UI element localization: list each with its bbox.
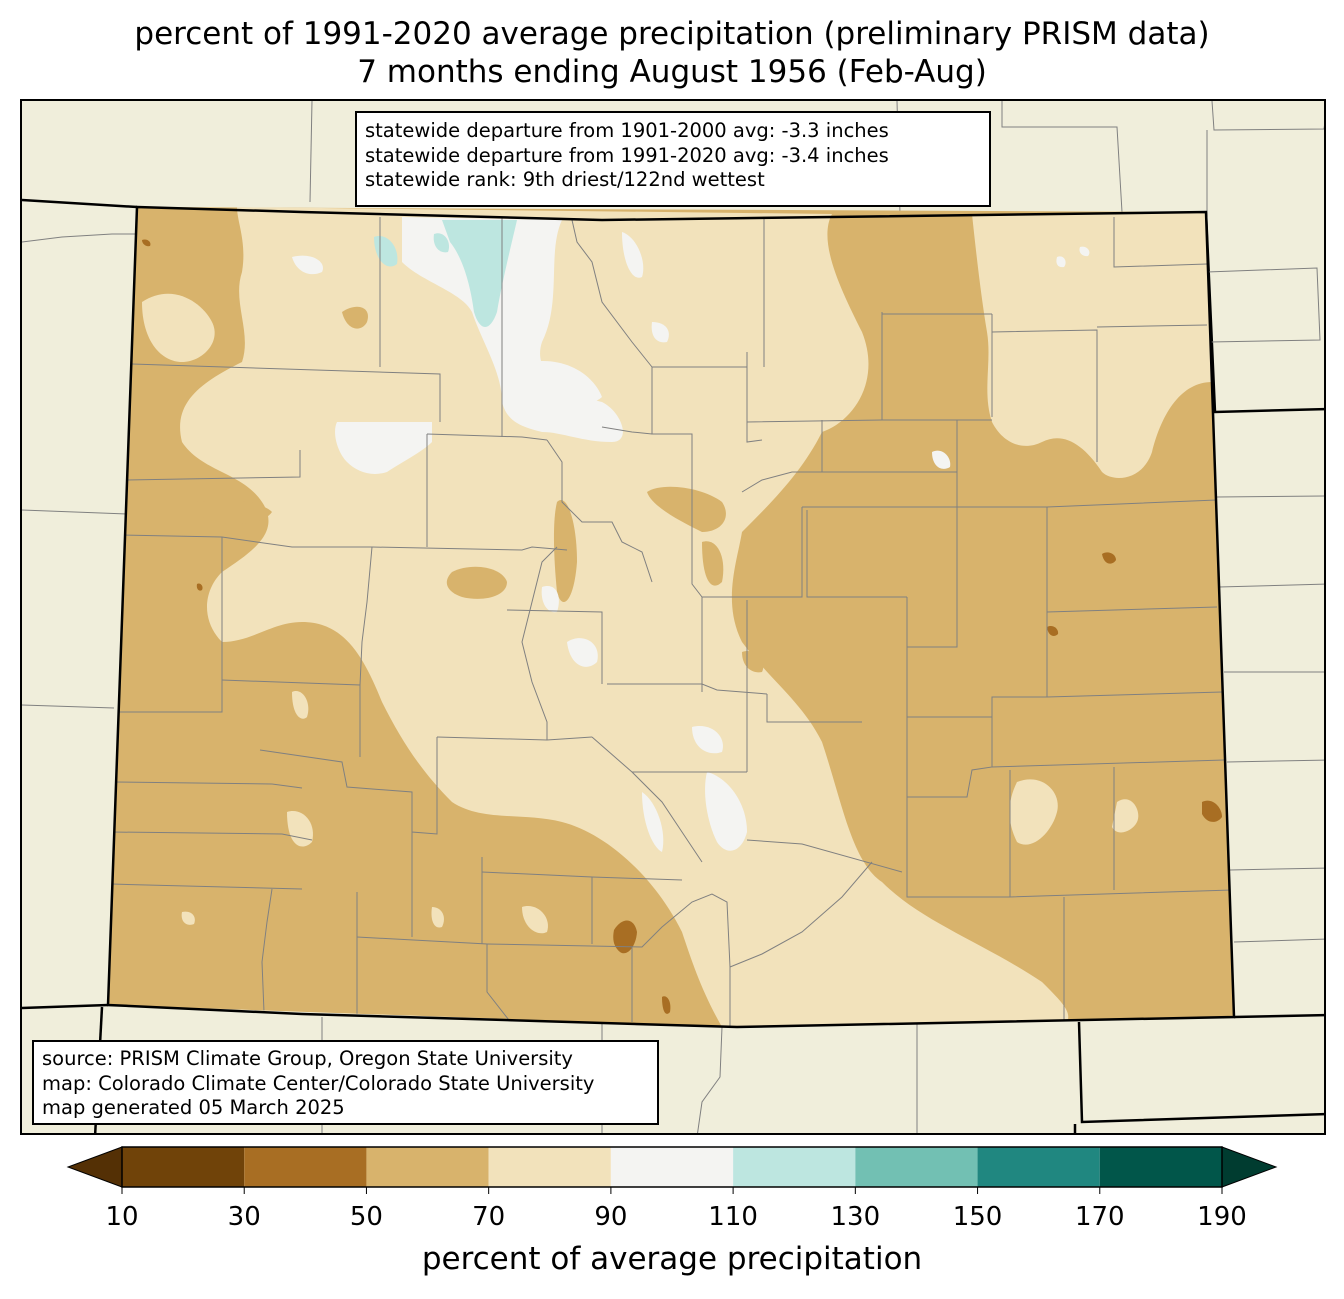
credits-box: source: PRISM Climate Group, Oregon Stat…: [32, 1040, 659, 1125]
colorbar-tick-label: 90: [594, 1202, 628, 1232]
colorbar-tick-label: 150: [952, 1202, 1003, 1232]
colorbar-tick-label: 50: [349, 1202, 383, 1232]
colorbar-bin-130-150: [855, 1147, 978, 1187]
precipitation-map: [22, 101, 1324, 1133]
colorbar-label: percent of average precipitation: [421, 1241, 923, 1277]
map-frame: [20, 99, 1326, 1135]
colorbar-tick-label: 190: [1197, 1202, 1247, 1232]
precipitation-field: [108, 207, 1234, 1027]
credit-map: map: Colorado Climate Center/Colorado St…: [42, 1071, 595, 1095]
colorbar-tick-label: 10: [105, 1202, 139, 1232]
colorbar-bin-170-190: [1099, 1147, 1222, 1187]
statewide-stats-box: statewide departure from 1901-2000 avg: …: [355, 111, 991, 207]
credit-source: source: PRISM Climate Group, Oregon Stat…: [42, 1047, 573, 1070]
map-title: percent of 1991-2020 average precipitati…: [134, 16, 1210, 52]
colorbar-tick-label: 170: [1074, 1202, 1125, 1232]
colorbar-tick-label: 70: [472, 1202, 506, 1232]
map-subtitle: 7 months ending August 1956 (Feb-Aug): [357, 54, 987, 90]
colorbar-bin-30-50: [244, 1147, 367, 1187]
credit-generated: map generated 05 March 2025: [42, 1096, 345, 1119]
colorbar-frame: [121, 1146, 1223, 1188]
colorbar-bin-50-70: [366, 1147, 489, 1187]
colorbar-bin-110-130: [733, 1147, 856, 1187]
colorbar-bin-150-170: [977, 1147, 1100, 1187]
colorbar-tick-label: 110: [708, 1202, 758, 1232]
colorbar-over-arrow: [1221, 1146, 1278, 1188]
county-lines: [109, 217, 1233, 1027]
colorbar-tick-label: 130: [830, 1202, 881, 1232]
colorbar-bin-70-90: [488, 1147, 611, 1187]
colorbar-tick-label: 30: [227, 1202, 261, 1232]
colorbar-bin-90-110: [610, 1147, 734, 1187]
colorbar-under-arrow: [66, 1146, 123, 1188]
colorbar: [66, 1146, 1278, 1194]
stats-line-rank: statewide rank: 9th driest/122nd wettest: [365, 168, 765, 191]
colorbar-bin-10-30: [122, 1147, 245, 1187]
stats-line-1991-2020: statewide departure from 1991-2020 avg: …: [365, 143, 889, 167]
colorado-border: [106, 205, 1236, 1029]
stats-line-1901-2000: statewide departure from 1901-2000 avg: …: [365, 119, 889, 142]
